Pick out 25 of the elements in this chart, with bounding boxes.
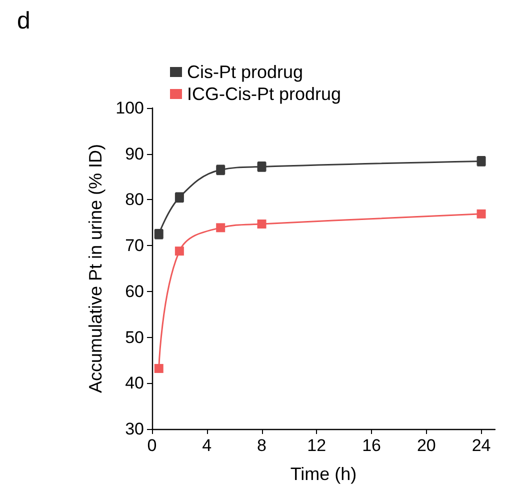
- y-tick-label: 50: [125, 328, 144, 347]
- legend-label: Cis-Pt prodrug: [187, 62, 304, 82]
- y-tick-label: 40: [125, 374, 144, 393]
- x-tick-label: 4: [202, 436, 212, 455]
- x-tick-label: 8: [257, 436, 266, 455]
- y-tick-label: 30: [125, 420, 144, 438]
- x-tick-label: 24: [472, 436, 491, 455]
- y-axis-title: Accumulative Pt in urine (% ID): [86, 144, 106, 394]
- y-tick-label: 80: [125, 190, 144, 210]
- x-tick-label: 0: [147, 436, 157, 455]
- chart-title: d: [17, 8, 30, 34]
- point: [174, 246, 184, 256]
- x-tick-label: 16: [362, 436, 381, 455]
- y-tick-label: 60: [125, 282, 144, 301]
- x-tick-label: 20: [416, 436, 436, 455]
- y-tick-label: 90: [125, 144, 144, 164]
- legend-label: ICG-Cis-Pt prodrug: [187, 84, 342, 104]
- x-axis-title: Time (h): [290, 464, 357, 484]
- point: [216, 223, 226, 232]
- y-tick-label: 100: [116, 98, 144, 118]
- point: [257, 220, 266, 229]
- point: [154, 364, 164, 373]
- x-tick-label: 12: [307, 436, 326, 455]
- point: [476, 209, 486, 218]
- y-tick-label: 70: [125, 236, 144, 256]
